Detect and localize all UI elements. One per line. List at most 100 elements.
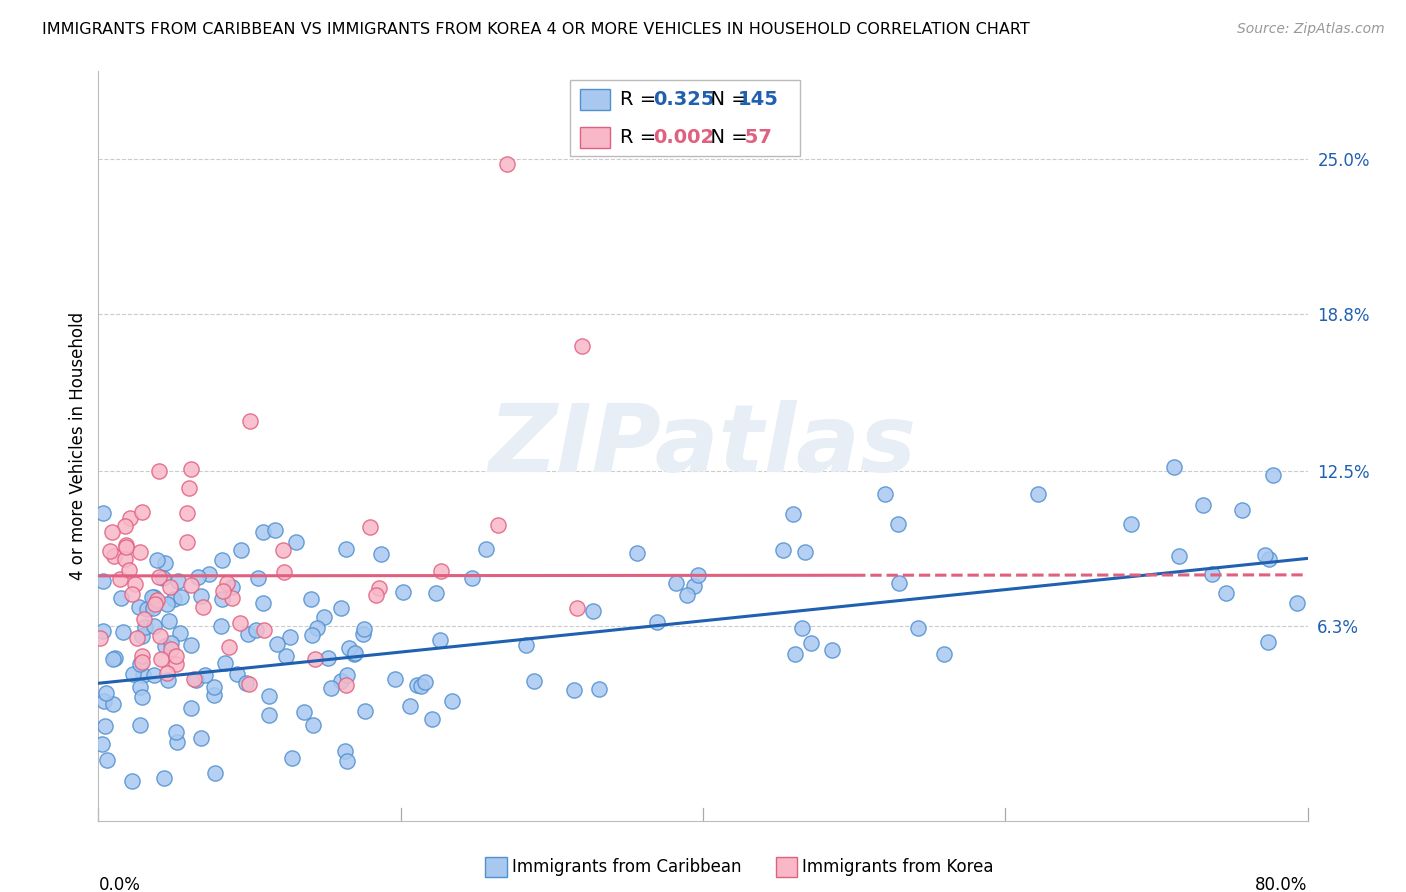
Point <box>190 589 212 603</box>
Point <box>96 753 118 767</box>
Point <box>136 602 159 616</box>
Text: R =: R = <box>620 90 662 109</box>
Point <box>820 643 842 657</box>
Point <box>98 543 121 558</box>
Point <box>166 735 188 749</box>
Point <box>676 588 699 602</box>
Point <box>121 667 143 681</box>
Point <box>252 524 274 539</box>
Point <box>1201 567 1223 582</box>
Point <box>198 567 221 582</box>
Point <box>495 157 517 171</box>
Point <box>190 731 212 745</box>
Point <box>152 571 174 585</box>
Point <box>170 590 193 604</box>
Point <box>790 621 813 635</box>
Point <box>91 737 114 751</box>
Point <box>1215 586 1237 600</box>
Point <box>129 657 152 672</box>
Text: IMMIGRANTS FROM CARIBBEAN VS IMMIGRANTS FROM KOREA 4 OR MORE VEHICLES IN HOUSEHO: IMMIGRANTS FROM CARIBBEAN VS IMMIGRANTS … <box>42 22 1031 37</box>
Point <box>183 672 205 686</box>
Point <box>257 707 280 722</box>
Point <box>209 619 232 633</box>
Point <box>229 616 252 631</box>
Point <box>875 487 897 501</box>
Point <box>292 705 315 719</box>
Point <box>301 628 323 642</box>
Point <box>429 565 451 579</box>
Y-axis label: 4 or more Vehicles in Household: 4 or more Vehicles in Household <box>69 312 87 580</box>
Point <box>156 665 179 680</box>
Text: R =: R = <box>620 128 662 146</box>
Point <box>425 586 447 600</box>
Point <box>335 542 357 557</box>
Point <box>157 614 180 628</box>
Point <box>460 571 482 585</box>
Point <box>645 615 668 629</box>
Point <box>353 704 375 718</box>
Point <box>104 650 127 665</box>
Point <box>176 535 198 549</box>
Point <box>1258 552 1281 566</box>
Point <box>101 652 124 666</box>
Point <box>221 580 243 594</box>
Point <box>429 632 451 647</box>
Point <box>440 694 463 708</box>
Point <box>91 624 114 639</box>
Point <box>305 621 328 635</box>
Point <box>131 655 153 669</box>
Point <box>353 622 375 636</box>
Point <box>330 673 353 688</box>
Text: Source: ZipAtlas.com: Source: ZipAtlas.com <box>1237 22 1385 37</box>
Point <box>302 717 325 731</box>
Point <box>1286 596 1309 610</box>
Point <box>153 771 176 785</box>
Point <box>148 464 170 478</box>
Point <box>129 545 152 559</box>
Point <box>202 688 225 702</box>
Point <box>581 604 603 618</box>
Point <box>889 575 911 590</box>
Point <box>115 540 138 554</box>
Point <box>239 414 262 428</box>
Point <box>238 677 260 691</box>
Point <box>319 681 342 695</box>
Point <box>329 600 352 615</box>
Point <box>515 638 537 652</box>
Text: N =: N = <box>699 128 754 146</box>
Point <box>384 672 406 686</box>
Point <box>794 545 817 559</box>
Point <box>1192 498 1215 512</box>
Point <box>352 627 374 641</box>
Point <box>235 676 257 690</box>
Point <box>359 519 381 533</box>
Point <box>134 619 156 633</box>
Point <box>588 681 610 696</box>
Point <box>280 631 302 645</box>
Point <box>204 681 226 695</box>
Point <box>155 597 177 611</box>
Point <box>246 571 269 585</box>
Point <box>93 694 115 708</box>
Point <box>111 625 134 640</box>
Point <box>299 592 322 607</box>
Point <box>142 600 165 615</box>
Point <box>186 673 208 687</box>
Text: ZIPatlas: ZIPatlas <box>489 400 917 492</box>
Point <box>131 690 153 705</box>
Point <box>285 534 308 549</box>
Point <box>149 651 172 665</box>
Point <box>413 675 436 690</box>
Point <box>187 570 209 584</box>
Point <box>422 711 444 725</box>
Point <box>143 590 166 604</box>
Point <box>1026 487 1049 501</box>
Point <box>131 649 153 664</box>
Point <box>887 516 910 531</box>
Point <box>665 576 688 591</box>
Point <box>115 538 138 552</box>
Point <box>166 574 188 588</box>
Point <box>565 600 588 615</box>
Point <box>626 546 648 560</box>
Point <box>907 621 929 635</box>
